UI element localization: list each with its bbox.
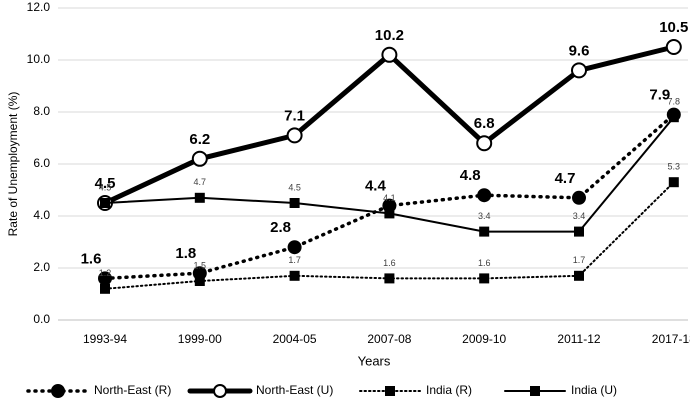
x-tick-label: 1999-00: [178, 332, 222, 346]
y-tick-label: 0.0: [33, 312, 50, 326]
point: [571, 62, 587, 79]
legend-label: India (U): [571, 383, 617, 397]
legend-marker: [213, 384, 227, 398]
data-label: 4.5: [95, 175, 116, 192]
x-tick-label: 2004-05: [273, 332, 317, 346]
legend-label: India (R): [426, 383, 472, 397]
x-axis-title: Years: [358, 353, 391, 368]
point: [479, 273, 490, 284]
y-tick-label: 12.0: [27, 0, 51, 14]
data-label: 1.8: [175, 245, 196, 262]
point: [289, 198, 300, 208]
point: [98, 271, 112, 286]
data-label: 6.8: [474, 115, 495, 132]
point: [665, 39, 682, 55]
point: [476, 135, 493, 152]
point: [287, 240, 302, 255]
point: [384, 273, 395, 284]
data-label: 4.7: [555, 170, 576, 187]
data-label: 10.5: [659, 19, 688, 36]
point: [191, 150, 208, 167]
point: [574, 270, 584, 281]
data-label: 2.8: [270, 219, 291, 236]
point: [100, 283, 110, 294]
legend-label: North-East (R): [94, 383, 171, 397]
point: [381, 46, 398, 63]
data-label: 1.6: [81, 250, 102, 267]
point: [194, 276, 205, 286]
data-label: 1.2: [99, 268, 112, 278]
point: [668, 177, 679, 188]
data-label: 5.3: [668, 162, 681, 172]
data-label: 1.6: [383, 258, 396, 268]
data-label: 10.2: [375, 27, 404, 44]
point: [574, 226, 584, 237]
data-label: 9.6: [569, 42, 590, 59]
data-label: 4.5: [99, 182, 112, 192]
point: [289, 270, 300, 281]
legend-label: North-East (U): [256, 383, 333, 397]
data-label: 7.9: [649, 87, 670, 104]
x-tick-label: 2007-08: [367, 332, 411, 346]
y-tick-label: 6.0: [33, 156, 50, 170]
x-tick-label: 1993-94: [83, 332, 127, 346]
legend-marker: [51, 384, 65, 398]
point: [194, 192, 205, 203]
legend-marker: [530, 386, 540, 396]
data-label: 7.1: [284, 107, 305, 124]
y-tick-label: 8.0: [33, 104, 50, 118]
data-label: 4.5: [288, 182, 301, 192]
x-tick-label: 2009-10: [462, 332, 506, 346]
data-label: 1.7: [573, 255, 586, 265]
data-label: 4.7: [194, 177, 207, 187]
y-tick-label: 2.0: [33, 260, 50, 274]
data-label: 1.6: [478, 258, 491, 268]
data-label: 1.5: [194, 260, 207, 270]
point: [479, 226, 490, 237]
x-tick-label: 2017-18: [652, 332, 690, 346]
point: [668, 112, 679, 123]
data-label: 1.7: [288, 255, 301, 265]
data-label: 7.8: [668, 97, 681, 107]
data-label: 4.8: [460, 167, 481, 184]
data-label: 4.1: [383, 193, 396, 203]
y-axis-title: Rate of Unemployment (%): [6, 92, 20, 237]
point: [477, 188, 492, 203]
y-tick-label: 10.0: [27, 52, 51, 66]
series-line: [102, 44, 677, 206]
x-tick-label: 2011-12: [557, 332, 600, 346]
point: [286, 127, 303, 144]
legend-marker: [385, 386, 395, 396]
point: [384, 208, 395, 219]
point: [572, 190, 586, 205]
data-label: 4.4: [365, 178, 387, 195]
y-tick-label: 4.0: [33, 208, 50, 222]
data-label: 3.4: [478, 211, 491, 221]
data-label: 6.2: [189, 131, 210, 148]
data-label: 3.4: [573, 211, 586, 221]
point: [100, 198, 110, 208]
